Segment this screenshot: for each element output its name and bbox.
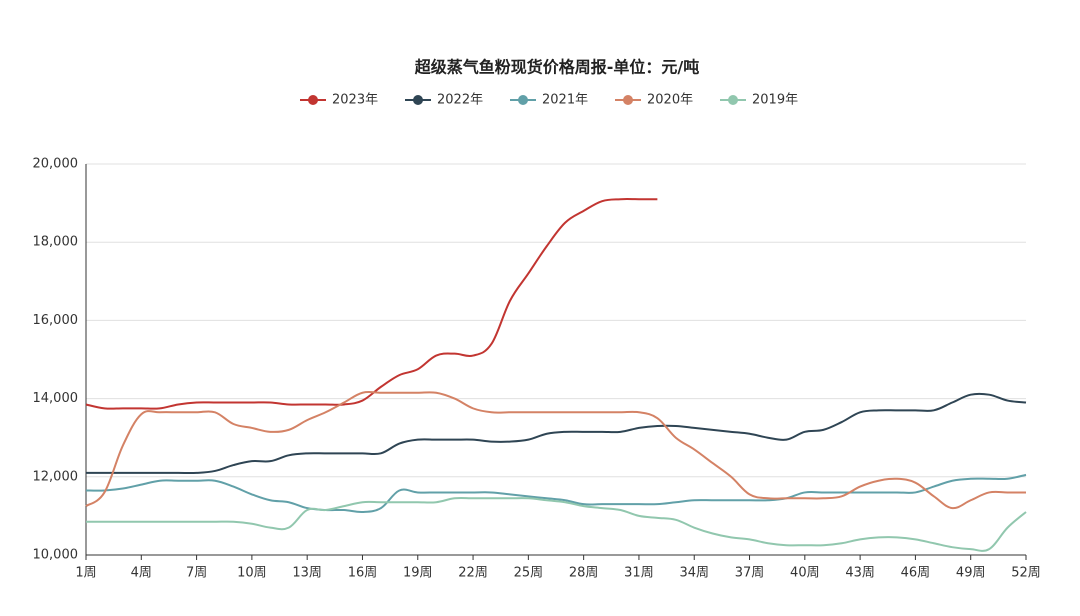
legend-symbol (308, 95, 318, 105)
line-series (86, 392, 1027, 475)
x-tick-label: 19周 (403, 566, 433, 581)
y-tick-label: 16,000 (33, 313, 79, 328)
x-tick-label: 7周 (186, 566, 207, 581)
legend-label: 2021年 (542, 93, 588, 108)
x-tick-label: 49周 (956, 566, 986, 581)
line-series (86, 496, 1027, 552)
legend-symbol (518, 95, 528, 105)
legend-symbol (413, 95, 423, 105)
y-tick-label: 14,000 (33, 391, 79, 406)
x-tick-label: 28周 (569, 566, 599, 581)
y-tick-label: 20,000 (33, 157, 79, 172)
legend-label: 2019年 (752, 93, 798, 108)
legend-label: 2023年 (332, 93, 378, 108)
x-tick-label: 4周 (131, 566, 152, 581)
line-series (85, 473, 1027, 514)
chart-title: 超级蒸气鱼粉现货价格周报-单位：元/吨 (414, 58, 700, 77)
y-tick-label: 12,000 (33, 469, 79, 484)
x-tick-label: 31周 (624, 566, 654, 581)
line-series (85, 198, 658, 410)
x-tick-label: 1周 (75, 566, 96, 581)
x-tick-label: 13周 (292, 566, 322, 581)
x-tick-label: 34周 (679, 566, 709, 581)
x-tick-label: 46周 (901, 566, 931, 581)
x-tick-label: 52周 (1011, 566, 1041, 581)
x-tick-label: 37周 (735, 566, 765, 581)
x-tick-label: 43周 (845, 566, 875, 581)
legend-symbol (623, 95, 633, 105)
x-tick-label: 25周 (514, 566, 544, 581)
legend-label: 2022年 (437, 93, 483, 108)
line-series (85, 390, 1026, 510)
legend-symbol (728, 95, 738, 105)
x-tick-label: 16周 (348, 566, 378, 581)
legend-label: 2020年 (647, 93, 693, 108)
x-tick-label: 40周 (790, 566, 820, 581)
x-tick-label: 22周 (458, 566, 488, 581)
x-tick-label: 10周 (237, 566, 267, 581)
y-tick-label: 10,000 (33, 548, 79, 563)
y-tick-label: 18,000 (33, 235, 79, 250)
